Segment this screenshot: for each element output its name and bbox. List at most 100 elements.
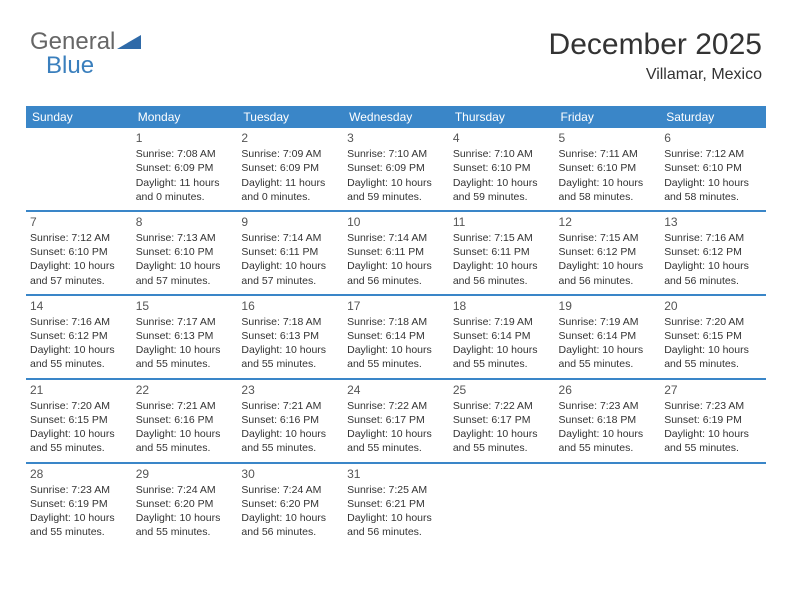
day-number: 24 [347, 382, 445, 398]
calendar-header-saturday: Saturday [660, 106, 766, 128]
daylight-line: Daylight: 10 hours and 58 minutes. [559, 176, 657, 204]
sunset-line: Sunset: 6:10 PM [664, 161, 762, 175]
daylight-line: Daylight: 10 hours and 55 minutes. [559, 427, 657, 455]
sunrise-line: Sunrise: 7:22 AM [347, 399, 445, 413]
calendar-cell: 31Sunrise: 7:25 AMSunset: 6:21 PMDayligh… [343, 463, 449, 546]
sunrise-line: Sunrise: 7:23 AM [30, 483, 128, 497]
logo-text-blue: Blue [46, 52, 94, 80]
sunrise-line: Sunrise: 7:22 AM [453, 399, 551, 413]
calendar-cell: 9Sunrise: 7:14 AMSunset: 6:11 PMDaylight… [237, 211, 343, 295]
calendar-week-row: 14Sunrise: 7:16 AMSunset: 6:12 PMDayligh… [26, 295, 766, 379]
daylight-line: Daylight: 10 hours and 59 minutes. [453, 176, 551, 204]
day-number: 5 [559, 130, 657, 146]
daylight-line: Daylight: 10 hours and 55 minutes. [453, 427, 551, 455]
daylight-line: Daylight: 10 hours and 56 minutes. [559, 259, 657, 287]
sunset-line: Sunset: 6:15 PM [664, 329, 762, 343]
sunrise-line: Sunrise: 7:19 AM [559, 315, 657, 329]
sunset-line: Sunset: 6:10 PM [453, 161, 551, 175]
day-number: 28 [30, 466, 128, 482]
daylight-line: Daylight: 10 hours and 56 minutes. [347, 511, 445, 539]
day-number: 27 [664, 382, 762, 398]
day-number: 9 [241, 214, 339, 230]
calendar-header-thursday: Thursday [449, 106, 555, 128]
sunset-line: Sunset: 6:12 PM [664, 245, 762, 259]
daylight-line: Daylight: 10 hours and 55 minutes. [136, 511, 234, 539]
day-number: 15 [136, 298, 234, 314]
page-title: December 2025 [549, 28, 762, 62]
sunrise-line: Sunrise: 7:15 AM [453, 231, 551, 245]
calendar-header-row: SundayMondayTuesdayWednesdayThursdayFrid… [26, 106, 766, 128]
sunset-line: Sunset: 6:09 PM [347, 161, 445, 175]
sunrise-line: Sunrise: 7:13 AM [136, 231, 234, 245]
daylight-line: Daylight: 11 hours and 0 minutes. [241, 176, 339, 204]
calendar-cell: 7Sunrise: 7:12 AMSunset: 6:10 PMDaylight… [26, 211, 132, 295]
sunrise-line: Sunrise: 7:25 AM [347, 483, 445, 497]
calendar-cell: 29Sunrise: 7:24 AMSunset: 6:20 PMDayligh… [132, 463, 238, 546]
sunset-line: Sunset: 6:20 PM [241, 497, 339, 511]
calendar-table: SundayMondayTuesdayWednesdayThursdayFrid… [26, 106, 766, 545]
calendar-cell: 4Sunrise: 7:10 AMSunset: 6:10 PMDaylight… [449, 128, 555, 211]
sunset-line: Sunset: 6:10 PM [30, 245, 128, 259]
sunrise-line: Sunrise: 7:19 AM [453, 315, 551, 329]
calendar-cell: 24Sunrise: 7:22 AMSunset: 6:17 PMDayligh… [343, 379, 449, 463]
day-number: 11 [453, 214, 551, 230]
daylight-line: Daylight: 10 hours and 56 minutes. [664, 259, 762, 287]
day-number: 31 [347, 466, 445, 482]
calendar-cell: 3Sunrise: 7:10 AMSunset: 6:09 PMDaylight… [343, 128, 449, 211]
calendar-cell: 2Sunrise: 7:09 AMSunset: 6:09 PMDaylight… [237, 128, 343, 211]
calendar-cell: 16Sunrise: 7:18 AMSunset: 6:13 PMDayligh… [237, 295, 343, 379]
daylight-line: Daylight: 10 hours and 57 minutes. [241, 259, 339, 287]
sunrise-line: Sunrise: 7:23 AM [664, 399, 762, 413]
calendar-cell: 14Sunrise: 7:16 AMSunset: 6:12 PMDayligh… [26, 295, 132, 379]
sunset-line: Sunset: 6:16 PM [136, 413, 234, 427]
calendar-cell: 30Sunrise: 7:24 AMSunset: 6:20 PMDayligh… [237, 463, 343, 546]
calendar-header-monday: Monday [132, 106, 238, 128]
day-number: 1 [136, 130, 234, 146]
sunset-line: Sunset: 6:14 PM [559, 329, 657, 343]
calendar-cell: 13Sunrise: 7:16 AMSunset: 6:12 PMDayligh… [660, 211, 766, 295]
day-number: 4 [453, 130, 551, 146]
calendar-cell: 21Sunrise: 7:20 AMSunset: 6:15 PMDayligh… [26, 379, 132, 463]
sunset-line: Sunset: 6:10 PM [559, 161, 657, 175]
sunset-line: Sunset: 6:13 PM [241, 329, 339, 343]
sunset-line: Sunset: 6:21 PM [347, 497, 445, 511]
day-number: 18 [453, 298, 551, 314]
calendar-cell: 20Sunrise: 7:20 AMSunset: 6:15 PMDayligh… [660, 295, 766, 379]
sunset-line: Sunset: 6:12 PM [30, 329, 128, 343]
sunrise-line: Sunrise: 7:12 AM [30, 231, 128, 245]
calendar-cell: 5Sunrise: 7:11 AMSunset: 6:10 PMDaylight… [555, 128, 661, 211]
day-number: 17 [347, 298, 445, 314]
day-number: 3 [347, 130, 445, 146]
calendar-week-row: 1Sunrise: 7:08 AMSunset: 6:09 PMDaylight… [26, 128, 766, 211]
page-location: Villamar, Mexico [549, 66, 762, 84]
calendar-header-tuesday: Tuesday [237, 106, 343, 128]
sunset-line: Sunset: 6:19 PM [30, 497, 128, 511]
daylight-line: Daylight: 10 hours and 59 minutes. [347, 176, 445, 204]
calendar-cell [449, 463, 555, 546]
sunrise-line: Sunrise: 7:10 AM [347, 147, 445, 161]
calendar-week-row: 7Sunrise: 7:12 AMSunset: 6:10 PMDaylight… [26, 211, 766, 295]
sunset-line: Sunset: 6:09 PM [136, 161, 234, 175]
sunset-line: Sunset: 6:17 PM [453, 413, 551, 427]
sunrise-line: Sunrise: 7:24 AM [241, 483, 339, 497]
daylight-line: Daylight: 10 hours and 55 minutes. [347, 427, 445, 455]
sunrise-line: Sunrise: 7:20 AM [30, 399, 128, 413]
sunset-line: Sunset: 6:13 PM [136, 329, 234, 343]
sunset-line: Sunset: 6:17 PM [347, 413, 445, 427]
daylight-line: Daylight: 11 hours and 0 minutes. [136, 176, 234, 204]
sunrise-line: Sunrise: 7:09 AM [241, 147, 339, 161]
day-number: 13 [664, 214, 762, 230]
daylight-line: Daylight: 10 hours and 55 minutes. [664, 343, 762, 371]
calendar-cell [26, 128, 132, 211]
day-number: 22 [136, 382, 234, 398]
calendar-cell: 1Sunrise: 7:08 AMSunset: 6:09 PMDaylight… [132, 128, 238, 211]
day-number: 19 [559, 298, 657, 314]
daylight-line: Daylight: 10 hours and 55 minutes. [241, 343, 339, 371]
daylight-line: Daylight: 10 hours and 55 minutes. [241, 427, 339, 455]
calendar-cell: 22Sunrise: 7:21 AMSunset: 6:16 PMDayligh… [132, 379, 238, 463]
daylight-line: Daylight: 10 hours and 56 minutes. [347, 259, 445, 287]
day-number: 16 [241, 298, 339, 314]
calendar-cell: 6Sunrise: 7:12 AMSunset: 6:10 PMDaylight… [660, 128, 766, 211]
daylight-line: Daylight: 10 hours and 57 minutes. [30, 259, 128, 287]
day-number: 7 [30, 214, 128, 230]
